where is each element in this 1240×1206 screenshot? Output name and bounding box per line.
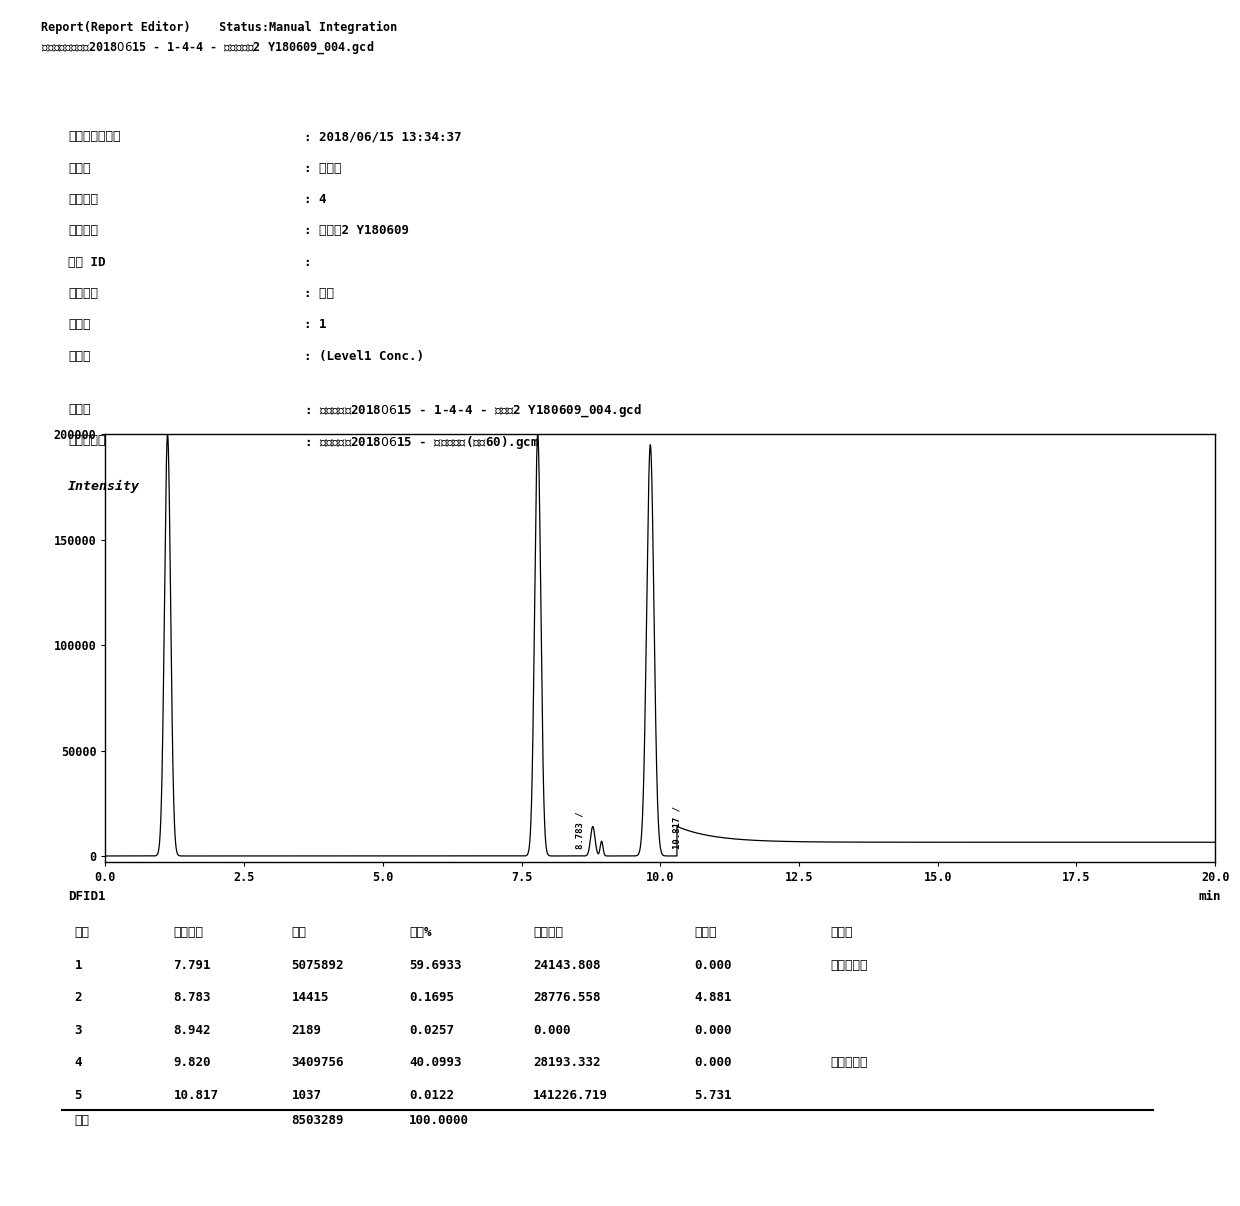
Text: DFID1: DFID1: [68, 890, 105, 903]
Text: :: :: [304, 256, 319, 269]
Text: 样品 ID: 样品 ID: [68, 256, 105, 269]
Text: 棕榆酸甲酯: 棕榆酸甲酯: [831, 959, 868, 972]
Text: 100.0000: 100.0000: [409, 1114, 469, 1128]
Text: 5.731: 5.731: [694, 1089, 732, 1102]
Text: 8.783 /: 8.783 /: [575, 810, 584, 849]
Text: : 硬脂山梨组2018$06$15 - 1-4-4 - 供试品2 Y180609_004.gcd: : 硬脂山梨组2018$06$15 - 1-4-4 - 供试品2 Y180609…: [304, 403, 641, 420]
Text: : (Level1 Conc.): : (Level1 Conc.): [304, 350, 424, 363]
Text: 合计: 合计: [74, 1114, 89, 1128]
Text: 方法文件名: 方法文件名: [68, 434, 105, 447]
Text: 样品类型: 样品类型: [68, 287, 98, 300]
Text: 分离率: 分离率: [694, 926, 717, 939]
Text: : 4: : 4: [304, 193, 326, 206]
Text: 5075892: 5075892: [291, 959, 343, 972]
Text: : 供试品2 Y180609: : 供试品2 Y180609: [304, 224, 409, 238]
Text: 0.000: 0.000: [694, 1024, 732, 1037]
Text: 面积: 面积: [291, 926, 306, 939]
Text: 0.0257: 0.0257: [409, 1024, 454, 1037]
Text: 编号: 编号: [74, 926, 89, 939]
Text: 2189: 2189: [291, 1024, 321, 1037]
Text: 1: 1: [74, 959, 82, 972]
Text: : 2018/06/15 13:34:37: : 2018/06/15 13:34:37: [304, 130, 461, 144]
Text: 组分名: 组分名: [831, 926, 853, 939]
Text: 10.817: 10.817: [174, 1089, 218, 1102]
Text: 3409756: 3409756: [291, 1056, 343, 1070]
Text: Report(Report Editor)    Status:Manual Integration: Report(Report Editor) Status:Manual Inte…: [41, 21, 397, 34]
Text: : 胡敏燕: : 胡敏燕: [304, 162, 341, 175]
Text: 5: 5: [74, 1089, 82, 1102]
Text: 理论塔板: 理论塔板: [533, 926, 563, 939]
Text: 3: 3: [74, 1024, 82, 1037]
Text: 59.6933: 59.6933: [409, 959, 461, 972]
Text: 样品名称: 样品名称: [68, 224, 98, 238]
Text: 28193.332: 28193.332: [533, 1056, 600, 1070]
Text: 1037: 1037: [291, 1089, 321, 1102]
Text: 0.000: 0.000: [694, 1056, 732, 1070]
Text: 0.0122: 0.0122: [409, 1089, 454, 1102]
Text: : 未知: : 未知: [304, 287, 334, 300]
Text: 内标量: 内标量: [68, 350, 91, 363]
Text: 14415: 14415: [291, 991, 329, 1005]
Text: 采集日期和时间: 采集日期和时间: [68, 130, 120, 144]
Text: : 硬脂山梨组2018$06$15 - 硬脂山梨组(司抂60).gcm: : 硬脂山梨组2018$06$15 - 硬脂山梨组(司抂60).gcm: [304, 434, 539, 451]
Text: 进样量: 进样量: [68, 318, 91, 332]
Text: 面积%: 面积%: [409, 926, 432, 939]
Text: 保留时间: 保留时间: [174, 926, 203, 939]
Text: 2: 2: [74, 991, 82, 1005]
Text: 0.1695: 0.1695: [409, 991, 454, 1005]
Text: 4.881: 4.881: [694, 991, 732, 1005]
X-axis label: min: min: [1198, 890, 1221, 903]
Text: Intensity: Intensity: [68, 480, 140, 493]
Text: 7.791: 7.791: [174, 959, 211, 972]
Text: モイヨノスタ買ケ2018$06$15 - 1-4-4 - ケンバニゲ2 Y180609_004.gcd: モイヨノスタ買ケ2018$06$15 - 1-4-4 - ケンバニゲ2 Y180…: [41, 40, 374, 57]
Text: 8503289: 8503289: [291, 1114, 343, 1128]
Text: 用户名: 用户名: [68, 162, 91, 175]
Text: 数据名: 数据名: [68, 403, 91, 416]
Text: 8.783: 8.783: [174, 991, 211, 1005]
Text: 0.000: 0.000: [694, 959, 732, 972]
Text: 40.0993: 40.0993: [409, 1056, 461, 1070]
Text: 0.000: 0.000: [533, 1024, 570, 1037]
Text: 24143.808: 24143.808: [533, 959, 600, 972]
Text: 9.820: 9.820: [174, 1056, 211, 1070]
Text: 4: 4: [74, 1056, 82, 1070]
Text: 样品编号: 样品编号: [68, 193, 98, 206]
Text: 28776.558: 28776.558: [533, 991, 600, 1005]
Text: 硬脂酸甲酯: 硬脂酸甲酯: [831, 1056, 868, 1070]
Text: : 1: : 1: [304, 318, 326, 332]
Text: 141226.719: 141226.719: [533, 1089, 608, 1102]
Text: 8.942: 8.942: [174, 1024, 211, 1037]
Text: 10.817 /: 10.817 /: [672, 806, 682, 849]
